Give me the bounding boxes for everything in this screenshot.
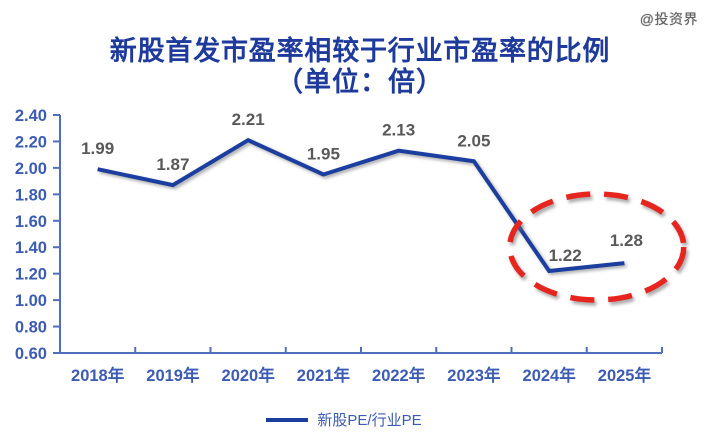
- y-axis-label: 1.40: [15, 239, 47, 257]
- data-label: 1.28: [610, 231, 643, 250]
- y-axis-label: 1.60: [15, 213, 47, 231]
- highlight-ellipse: [507, 191, 687, 303]
- legend: 新股PE/行业PE: [0, 409, 688, 430]
- y-axis-label: 2.40: [15, 107, 47, 125]
- chart-title: 新股首发市盈率相较于行业市盈率的比例 （单位：倍）: [16, 36, 704, 97]
- y-axis-label: 1.80: [15, 186, 47, 204]
- legend-line-swatch: [266, 417, 309, 422]
- y-axis-label: 1.20: [15, 266, 47, 284]
- data-label: 1.87: [156, 155, 189, 174]
- x-axis-label: 2024年: [523, 365, 577, 385]
- y-axis-label: 2.00: [15, 160, 47, 178]
- data-label: 2.13: [382, 121, 415, 140]
- x-axis-label: 2025年: [598, 365, 652, 385]
- x-axis-label: 2023年: [447, 365, 501, 385]
- x-axis-label: 2019年: [146, 365, 200, 385]
- data-label: 1.95: [307, 145, 340, 164]
- series-line: [97, 137, 625, 274]
- x-axis-label: 2018年: [71, 365, 125, 385]
- x-axis-label: 2020年: [222, 365, 276, 385]
- y-axis-label: 1.00: [15, 292, 47, 310]
- data-label: 2.05: [457, 131, 490, 150]
- x-axis-label: 2021年: [297, 365, 351, 385]
- chart-title-line2: （单位：倍）: [276, 67, 444, 97]
- x-axis-label: 2022年: [372, 365, 426, 385]
- y-axis-label: 0.80: [15, 319, 47, 337]
- data-label: 1.22: [549, 246, 582, 265]
- y-axis-label: 0.60: [15, 345, 47, 363]
- chart-title-line1: 新股首发市盈率相较于行业市盈率的比例: [109, 36, 611, 66]
- data-label: 2.21: [232, 110, 265, 129]
- data-label: 1.99: [81, 139, 114, 158]
- y-axis-label: 2.20: [15, 133, 47, 151]
- legend-label: 新股PE/行业PE: [317, 412, 422, 429]
- watermark: @投资界: [639, 11, 698, 27]
